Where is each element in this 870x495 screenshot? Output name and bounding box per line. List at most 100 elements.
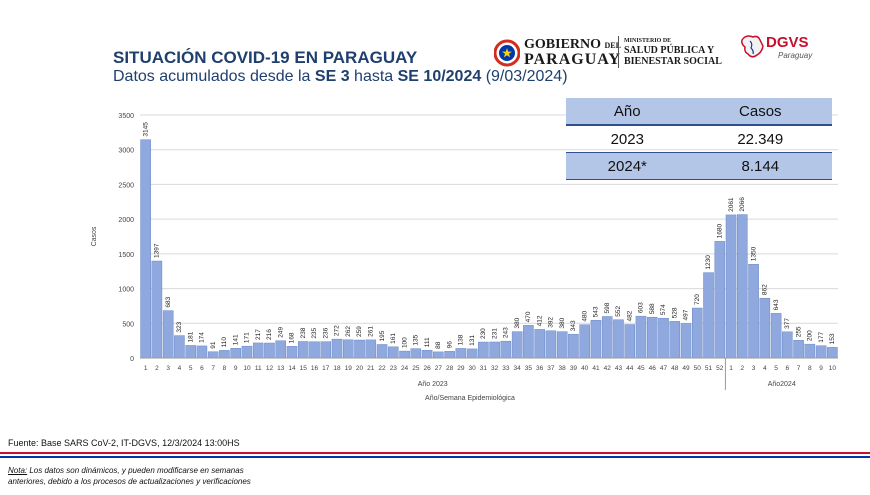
- y-tick-label: 3500: [118, 113, 134, 120]
- x-tick-label: 35: [525, 365, 533, 372]
- weekly-cases-chart: 0500100015002000250030003500Casos3145113…: [91, 113, 838, 402]
- y-tick-label: 0: [130, 356, 134, 363]
- data-label: 343: [570, 320, 577, 331]
- data-label: 91: [210, 341, 217, 349]
- x-tick-label: 3: [166, 365, 170, 372]
- data-label: 683: [165, 296, 172, 307]
- data-label: 88: [435, 341, 442, 349]
- row-cases: 22.349: [737, 130, 784, 148]
- x-tick-label: 32: [491, 365, 499, 372]
- x-tick-label: 2: [740, 365, 744, 372]
- x-tick-label: 6: [200, 365, 204, 372]
- bar: [590, 320, 602, 359]
- data-label: 230: [480, 328, 487, 339]
- x-tick-label: 9: [234, 365, 238, 372]
- data-label: 96: [446, 341, 453, 349]
- data-label: 720: [694, 294, 701, 305]
- bar: [410, 348, 422, 359]
- bar: [275, 340, 286, 359]
- x-tick-label: 52: [716, 365, 724, 372]
- bar: [601, 316, 613, 359]
- data-label: 141: [232, 334, 239, 345]
- group-label: Año2024: [768, 381, 796, 388]
- bar: [444, 351, 455, 359]
- paraguay-map-icon: [741, 35, 764, 58]
- x-tick-label: 49: [682, 365, 690, 372]
- bar: [658, 317, 669, 359]
- data-label: 2061: [728, 197, 735, 212]
- bar: [162, 310, 174, 359]
- bar: [511, 331, 523, 359]
- data-label: 177: [818, 331, 825, 342]
- data-label: 238: [300, 327, 307, 338]
- x-tick-label: 20: [356, 365, 364, 372]
- bar: [241, 345, 253, 359]
- x-tick-label: 44: [626, 365, 634, 372]
- data-label: 392: [548, 317, 555, 328]
- gobierno-logo: GOBIERNO DEL PARAGUAY MINISTERIO DE SALU…: [494, 36, 724, 70]
- bar: [388, 346, 399, 359]
- bar: [613, 319, 624, 359]
- data-label: 153: [829, 333, 836, 344]
- bar: [309, 341, 320, 359]
- logo-separator: [618, 36, 619, 68]
- x-tick-label: 23: [390, 365, 398, 372]
- source-note: Fuente: Base SARS CoV-2, IT-DGVS, 12/3/2…: [8, 438, 240, 448]
- bar: [478, 341, 489, 359]
- x-tick-label: 28: [446, 365, 454, 372]
- row-year: 2024*: [607, 157, 647, 175]
- x-tick-label: 47: [660, 365, 668, 372]
- x-tick-label: 7: [211, 365, 215, 372]
- bar: [421, 350, 433, 359]
- bar: [815, 345, 827, 359]
- data-label: 195: [379, 330, 386, 341]
- bar: [297, 341, 309, 359]
- gov-name-text: GOBIERNO: [524, 37, 602, 52]
- data-label: 412: [536, 315, 543, 326]
- data-label: 497: [683, 309, 690, 320]
- x-tick-label: 26: [423, 365, 431, 372]
- x-tick-label: 19: [345, 365, 353, 372]
- data-label: 480: [581, 310, 588, 321]
- bar: [680, 323, 692, 359]
- bar: [748, 264, 759, 359]
- page-subtitle: Datos acumulados desde la SE 3 hasta SE …: [113, 68, 568, 86]
- bar: [770, 313, 782, 359]
- bar: [579, 324, 590, 359]
- data-label: 552: [615, 305, 622, 316]
- data-label: 131: [469, 335, 476, 346]
- x-tick-label: 40: [581, 365, 589, 372]
- x-tick-label: 4: [763, 365, 767, 372]
- ministry-line-1: MINISTERIO DE: [624, 38, 672, 44]
- page-title: SITUACIÓN COVID-19 EN PARAGUAY: [113, 48, 418, 67]
- bar: [692, 307, 703, 359]
- x-tick-label: 1: [729, 365, 733, 372]
- header-cases: Casos: [739, 102, 782, 120]
- bar: [140, 139, 151, 359]
- bar: [331, 338, 343, 359]
- bar: [151, 260, 163, 359]
- bar: [568, 333, 579, 359]
- data-label: 598: [604, 302, 611, 313]
- x-tick-label: 18: [333, 365, 341, 372]
- bar: [286, 346, 298, 359]
- data-label: 2066: [739, 197, 746, 212]
- data-label: 243: [503, 327, 510, 338]
- bar: [365, 339, 377, 359]
- bar: [252, 342, 264, 359]
- row-year: 2023: [610, 130, 644, 148]
- x-tick-label: 8: [808, 365, 812, 372]
- bar: [624, 324, 635, 359]
- data-label: 272: [334, 325, 341, 336]
- data-label: 862: [762, 284, 769, 295]
- summary-table: Año Casos 2023 22.349 2024* 8.144: [566, 98, 832, 180]
- stripe-red: [0, 452, 870, 454]
- data-label: 236: [322, 327, 329, 338]
- x-tick-label: 10: [243, 365, 251, 372]
- x-tick-label: 9: [819, 365, 823, 372]
- data-label: 135: [413, 334, 420, 345]
- data-note: Nota: Los datos son dinámicos, y pueden …: [8, 465, 308, 487]
- bar: [759, 297, 771, 359]
- x-tick-label: 22: [378, 365, 386, 372]
- x-tick-label: 10: [829, 365, 837, 372]
